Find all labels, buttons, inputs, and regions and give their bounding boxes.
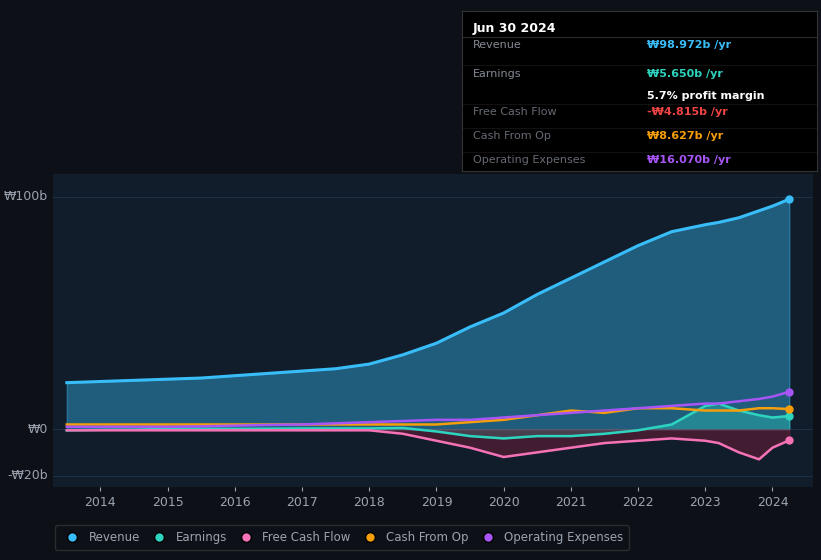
Text: Cash From Op: Cash From Op [473, 131, 551, 141]
Text: ₩0: ₩0 [27, 423, 48, 436]
Text: ₩5.650b /yr: ₩5.650b /yr [647, 69, 722, 78]
Text: ₩16.070b /yr: ₩16.070b /yr [647, 155, 731, 165]
Text: Operating Expenses: Operating Expenses [473, 155, 585, 165]
Legend: Revenue, Earnings, Free Cash Flow, Cash From Op, Operating Expenses: Revenue, Earnings, Free Cash Flow, Cash … [55, 525, 629, 550]
Text: ₩98.972b /yr: ₩98.972b /yr [647, 40, 731, 50]
Text: ₩100b: ₩100b [3, 190, 48, 203]
Text: Revenue: Revenue [473, 40, 521, 50]
Text: Jun 30 2024: Jun 30 2024 [473, 22, 557, 35]
Text: 5.7% profit margin: 5.7% profit margin [647, 91, 764, 101]
Text: -₩20b: -₩20b [7, 469, 48, 482]
Text: -₩4.815b /yr: -₩4.815b /yr [647, 107, 727, 117]
Text: Earnings: Earnings [473, 69, 521, 78]
Text: ₩8.627b /yr: ₩8.627b /yr [647, 131, 723, 141]
Text: Free Cash Flow: Free Cash Flow [473, 107, 557, 117]
